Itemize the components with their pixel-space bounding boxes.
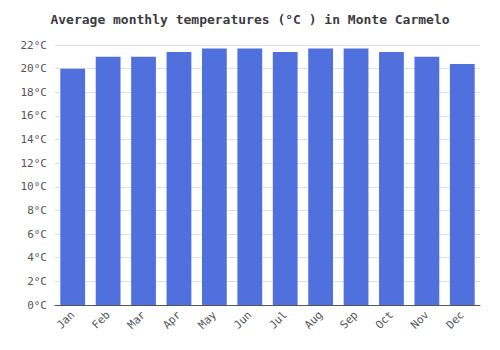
svg-text:2°C: 2°C — [27, 275, 47, 288]
svg-text:4°C: 4°C — [27, 251, 47, 264]
svg-text:16°C: 16°C — [21, 109, 48, 122]
svg-text:8°C: 8°C — [27, 204, 47, 217]
svg-text:Nov: Nov — [408, 308, 431, 331]
svg-text:Dec: Dec — [444, 308, 467, 331]
svg-text:12°C: 12°C — [21, 157, 48, 170]
svg-text:14°C: 14°C — [21, 133, 48, 146]
svg-text:10°C: 10°C — [21, 180, 48, 193]
svg-text:Oct: Oct — [373, 308, 396, 331]
svg-text:Average monthly temperatures (: Average monthly temperatures (°C ) in Mo… — [50, 12, 449, 27]
svg-text:20°C: 20°C — [21, 62, 48, 75]
svg-text:6°C: 6°C — [27, 228, 47, 241]
svg-text:18°C: 18°C — [21, 86, 48, 99]
svg-text:0°C: 0°C — [27, 299, 47, 312]
svg-text:Feb: Feb — [89, 308, 112, 331]
svg-text:Apr: Apr — [160, 308, 183, 331]
svg-text:Jun: Jun — [231, 308, 254, 331]
svg-text:Aug: Aug — [302, 308, 325, 331]
svg-text:Mar: Mar — [125, 308, 148, 331]
svg-text:22°C: 22°C — [21, 39, 48, 52]
svg-text:Jan: Jan — [54, 308, 77, 331]
svg-text:May: May — [196, 308, 219, 331]
svg-text:Sep: Sep — [337, 308, 360, 331]
svg-text:Jul: Jul — [267, 308, 290, 331]
